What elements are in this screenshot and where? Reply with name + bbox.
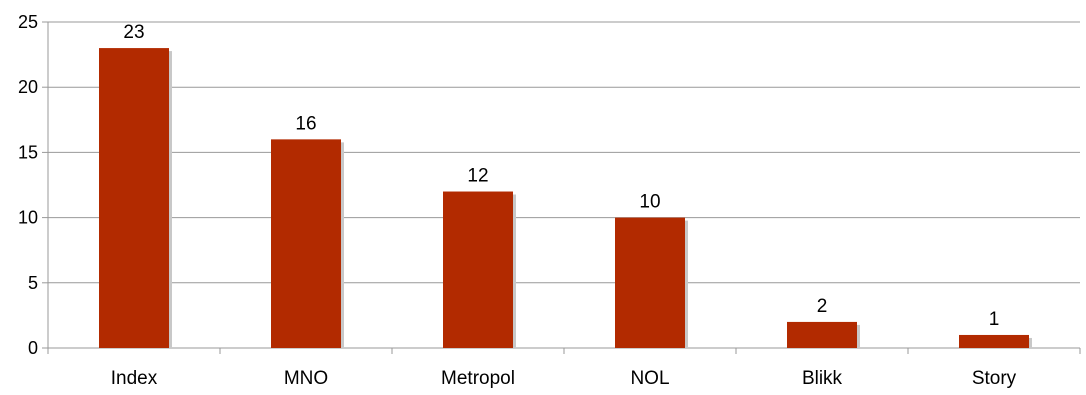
y-tick-label-5: 5: [28, 273, 38, 293]
x-tick-label-mno: MNO: [284, 368, 328, 389]
bars: [99, 48, 1032, 349]
bar-metropol: [443, 191, 513, 348]
data-label-metropol: 12: [467, 166, 488, 187]
data-label-mno: 16: [295, 113, 316, 134]
bar-mno: [271, 139, 341, 348]
bar-nol: [615, 217, 685, 348]
x-tick-label-blikk: Blikk: [802, 368, 843, 389]
labels: 23 Index 16 MNO 12 Metropol 10 NOL 2 Blikk 1 Story: [111, 22, 1017, 389]
data-label-index: 23: [123, 22, 144, 43]
data-label-story: 1: [989, 309, 1000, 330]
x-tick-label-nol: NOL: [630, 368, 669, 389]
x-tick-label-metropol: Metropol: [441, 368, 515, 389]
bar-blikk: [787, 321, 857, 348]
y-tick-label-0: 0: [28, 338, 38, 358]
bar-story: [959, 334, 1029, 348]
axes: 0 5 10 15 20 25: [18, 12, 1081, 358]
y-tick-label-15: 15: [18, 142, 38, 162]
y-tick-label-10: 10: [18, 208, 38, 228]
x-tick-label-story: Story: [972, 368, 1017, 389]
gridlines: [48, 21, 1080, 349]
x-tick-label-index: Index: [111, 368, 158, 389]
data-label-nol: 10: [639, 192, 660, 213]
bar-index: [99, 48, 169, 349]
y-tick-label-20: 20: [18, 77, 38, 97]
y-tick-label-25: 25: [18, 12, 38, 32]
data-label-blikk: 2: [817, 296, 828, 317]
